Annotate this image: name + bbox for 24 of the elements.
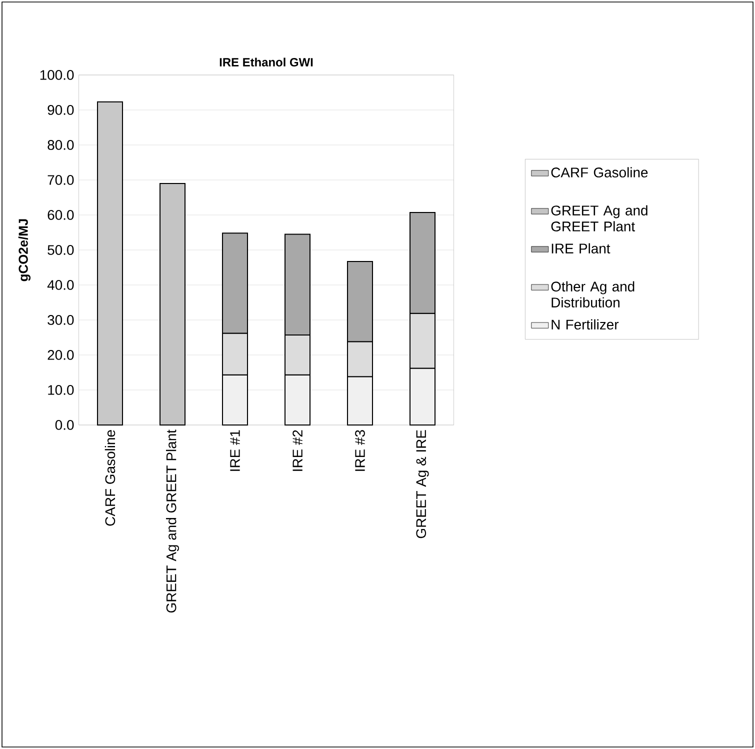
x-tick-label: GREET Ag and GREET Plant [166,430,180,613]
legend-label: IRE Plant [552,243,610,254]
y-tick-label: 70.0 [48,175,74,185]
y-tick-label: 10.0 [48,385,74,395]
y-tick-label: 100.0 [40,70,74,80]
x-tick-label: IRE #2 [292,430,302,471]
legend-label: CARF Gasoline [551,167,648,178]
y-tick-label: 20.0 [48,350,74,360]
x-tick-label: IRE #1 [230,430,240,471]
legend-label: N Fertilizer [552,319,619,330]
y-tick-label: 50.0 [48,245,74,255]
y-axis-title: gCO2e/MJ [18,219,31,282]
x-tick-label: GREET Ag & IRE [416,430,429,538]
y-tick-label: 40.0 [47,280,74,290]
chart-title: IRE Ethanol GWI [220,58,313,66]
legend-label: Other Ag and Distribution [551,281,634,308]
x-tick-label: IRE #3 [355,430,365,471]
y-tick-label: 60.0 [48,210,74,220]
y-tick-label: 30.0 [48,315,74,325]
x-tick-label: CARF Gasoline [104,430,116,526]
legend-label: GREET Ag and GREET Plant [551,205,648,232]
y-tick-label: 90.0 [48,105,74,115]
y-tick-label: 80.0 [48,140,74,150]
y-tick-label: 0.0 [55,420,74,430]
